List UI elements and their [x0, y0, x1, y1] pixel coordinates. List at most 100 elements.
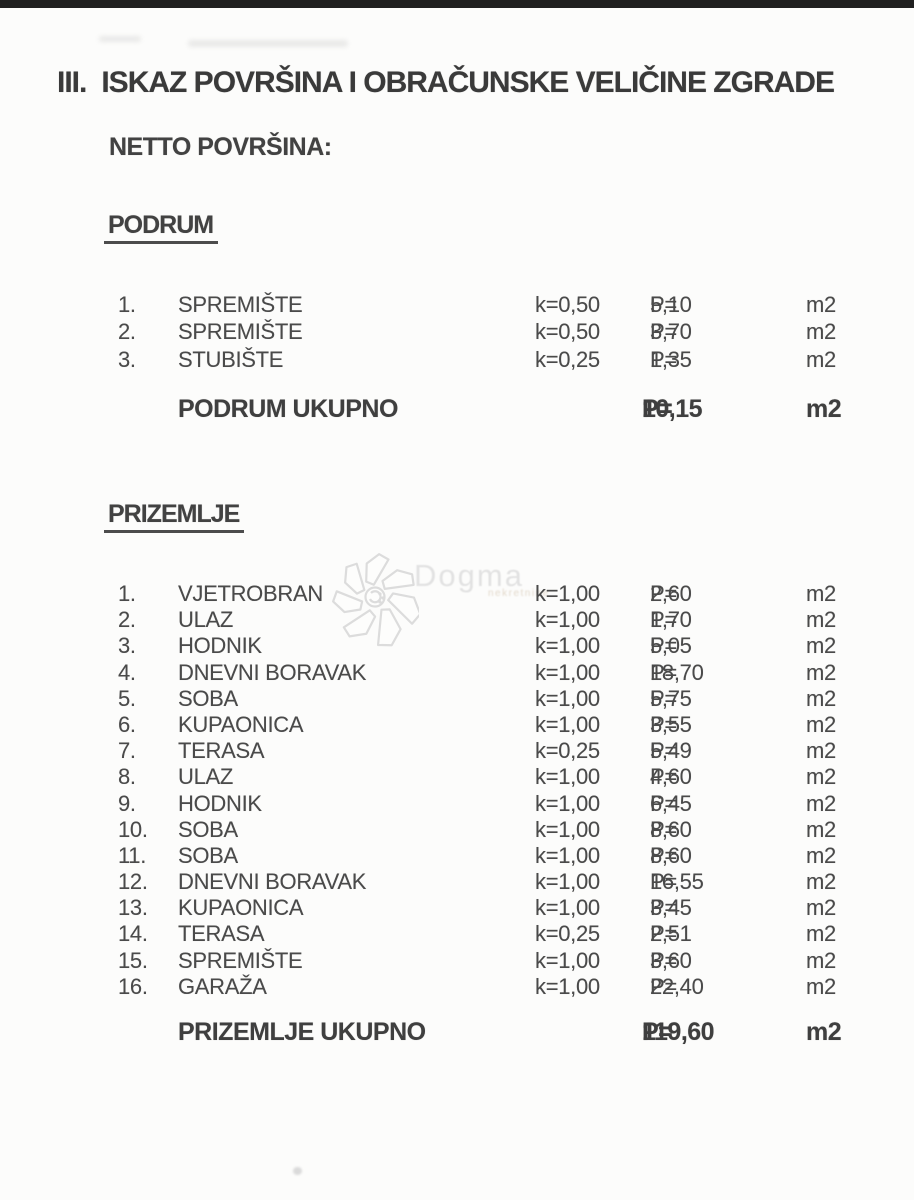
- total-label: PRIZEMLJE UKUPNO: [178, 1018, 426, 1046]
- total-area-unit: m2: [806, 395, 842, 423]
- row-number: 13.: [118, 895, 148, 921]
- area-row: 2. ULAZ k=1,00 P= 1,70 m2: [0, 607, 914, 633]
- scan-smudge: [188, 40, 348, 47]
- room-name: SPREMIŠTE: [178, 947, 303, 973]
- area-row: 6. KUPAONICA k=1,00 P= 3,55 m2: [0, 712, 914, 738]
- area-unit: m2: [806, 816, 836, 842]
- area-value: 18,70: [650, 659, 704, 685]
- area-label: P=: [650, 947, 677, 973]
- room-name: STUBIŠTE: [178, 346, 284, 372]
- coefficient-value: k=1,00: [535, 790, 600, 816]
- coefficient-value: k=1,00: [535, 816, 600, 842]
- coefficient-value: k=1,00: [535, 633, 600, 659]
- netto-povrsina-heading: NETTO POVRŠINA:: [109, 133, 332, 161]
- area-row: 1. SPREMIŠTE k=0,50 P= 5,10 m2: [0, 291, 914, 318]
- area-unit: m2: [806, 764, 836, 790]
- area-label: P=: [650, 895, 677, 921]
- area-value: 22,40: [650, 973, 704, 999]
- area-unit: m2: [806, 842, 836, 868]
- coefficient-value: k=0,25: [535, 346, 600, 372]
- coefficient-value: k=0,50: [535, 319, 600, 345]
- area-unit: m2: [806, 607, 836, 633]
- area-value: 3,55: [650, 711, 692, 737]
- row-number: 3.: [118, 633, 136, 659]
- area-label: P=: [650, 764, 677, 790]
- area-row: 11. SOBA k=1,00 P= 8,60 m2: [0, 843, 914, 869]
- area-value: 2,51: [650, 921, 692, 947]
- row-number: 1.: [118, 581, 136, 606]
- row-number: 9.: [118, 790, 136, 816]
- room-name: VJETROBRAN: [178, 581, 323, 606]
- room-name: KUPAONICA: [178, 711, 304, 737]
- area-unit: m2: [806, 921, 836, 947]
- area-unit: m2: [806, 633, 836, 659]
- row-number: 6.: [118, 711, 136, 737]
- area-unit: m2: [806, 895, 836, 921]
- row-number: 16.: [118, 973, 148, 999]
- room-name: SPREMIŠTE: [178, 319, 303, 345]
- row-number: 12.: [118, 869, 148, 895]
- podrum-rows: 1. SPREMIŠTE k=0,50 P= 5,10 m2 2. SPREMI…: [0, 291, 914, 373]
- room-name: SOBA: [178, 816, 238, 842]
- area-row: 4. DNEVNI BORAVAK k=1,00 P= 18,70 m2: [0, 660, 914, 686]
- area-value: 4,60: [650, 764, 692, 790]
- area-value: 8,60: [650, 816, 692, 842]
- room-name: HODNIK: [178, 790, 262, 816]
- section-heading-prizemlje: PRIZEMLJE: [104, 502, 245, 533]
- row-number: 10.: [118, 816, 148, 842]
- row-number: 4.: [118, 659, 136, 685]
- area-value: 3,70: [650, 319, 692, 345]
- area-label: P=: [650, 738, 677, 764]
- room-name: ULAZ: [178, 764, 234, 790]
- room-name: KUPAONICA: [178, 895, 304, 921]
- row-number: 14.: [118, 921, 148, 947]
- area-row: 7. TERASA k=0,25 P= 5,49 m2: [0, 738, 914, 764]
- row-number: 15.: [118, 947, 148, 973]
- room-name: GARAŽA: [178, 973, 267, 999]
- area-label: P=: [650, 581, 677, 606]
- coefficient-value: k=1,00: [535, 842, 600, 868]
- area-row: 13. KUPAONICA k=1,00 P= 3,45 m2: [0, 895, 914, 921]
- area-value: 8,60: [650, 842, 692, 868]
- area-label: P=: [650, 319, 677, 345]
- podrum-total-row: PODRUM UKUPNO P= 10,15 m2: [0, 396, 914, 422]
- area-label: P=: [650, 790, 677, 816]
- total-area-label: P=: [642, 395, 673, 423]
- coefficient-value: k=1,00: [535, 711, 600, 737]
- coefficient-value: k=1,00: [535, 659, 600, 685]
- coefficient-value: k=0,25: [535, 921, 600, 947]
- page-title: III. ISKAZ POVRŠINA I OBRAČUNSKE VELIČIN…: [57, 68, 835, 98]
- area-value: 1,70: [650, 607, 692, 633]
- area-label: P=: [650, 921, 677, 947]
- area-unit: m2: [806, 292, 836, 317]
- area-label: P=: [650, 973, 677, 999]
- coefficient-value: k=1,00: [535, 947, 600, 973]
- row-number: 1.: [118, 292, 136, 317]
- area-unit: m2: [806, 346, 836, 372]
- row-number: 2.: [118, 319, 136, 345]
- area-unit: m2: [806, 869, 836, 895]
- row-number: 2.: [118, 607, 136, 633]
- area-value: 5,10: [650, 292, 692, 317]
- row-number: 5.: [118, 685, 136, 711]
- area-label: P=: [650, 346, 677, 372]
- area-value: 5,49: [650, 738, 692, 764]
- room-name: SOBA: [178, 842, 238, 868]
- coefficient-value: k=0,50: [535, 292, 600, 317]
- scan-artifact-top-bar: [0, 0, 914, 8]
- area-unit: m2: [806, 711, 836, 737]
- area-unit: m2: [806, 790, 836, 816]
- total-area-unit: m2: [806, 1018, 842, 1046]
- area-value: 3,45: [650, 895, 692, 921]
- coefficient-value: k=1,00: [535, 607, 600, 633]
- coefficient-value: k=1,00: [535, 581, 600, 606]
- coefficient-value: k=1,00: [535, 685, 600, 711]
- area-row: 2. SPREMIŠTE k=0,50 P= 3,70 m2: [0, 318, 914, 345]
- room-name: TERASA: [178, 921, 265, 947]
- coefficient-value: k=0,25: [535, 738, 600, 764]
- area-unit: m2: [806, 685, 836, 711]
- area-unit: m2: [806, 973, 836, 999]
- coefficient-value: k=1,00: [535, 764, 600, 790]
- coefficient-value: k=1,00: [535, 869, 600, 895]
